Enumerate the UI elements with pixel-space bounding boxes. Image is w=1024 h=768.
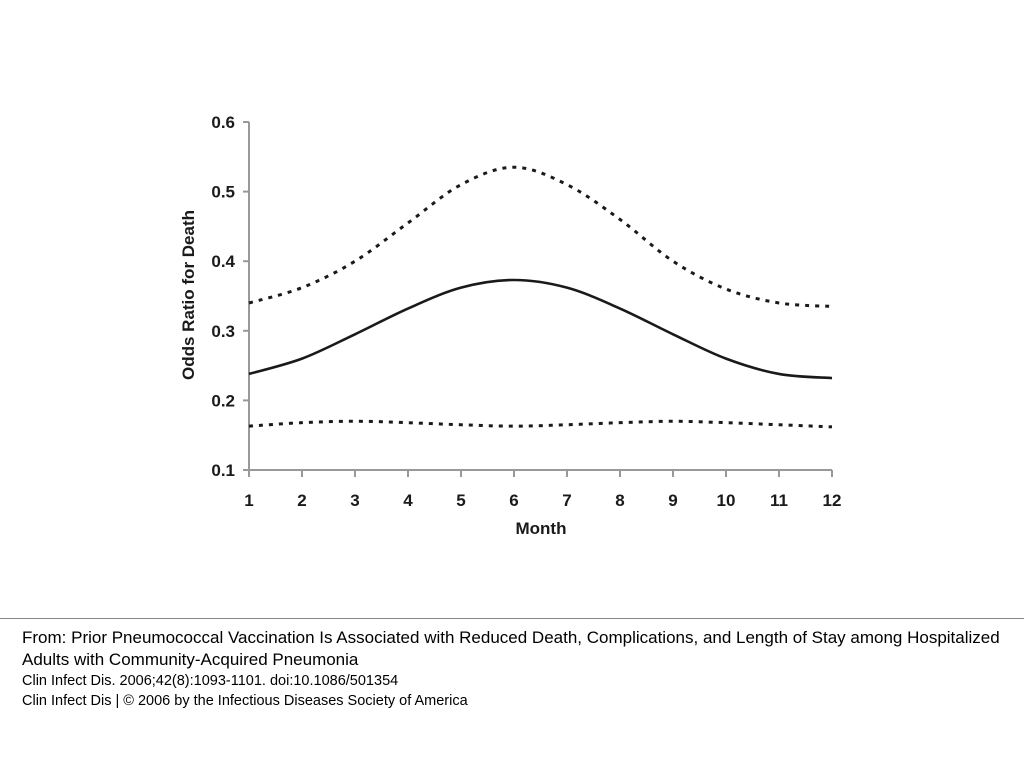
y-tick-label: 0.5 [211, 183, 235, 202]
x-tick-label: 6 [509, 491, 518, 510]
caption-divider [0, 618, 1024, 619]
x-tick-label: 1 [244, 491, 253, 510]
series-line-odds-ratio [248, 278, 833, 380]
x-axis-ticks: 1 2 3 4 5 6 7 8 9 10 11 12 [244, 470, 841, 510]
x-tick-label: 11 [770, 491, 788, 510]
y-tick-label: 0.3 [211, 322, 235, 341]
caption-citation: Clin Infect Dis. 2006;42(8):1093-1101. d… [22, 673, 399, 689]
y-tick-label: 0.6 [211, 113, 235, 132]
y-axis-ticks: 0.1 0.2 0.3 0.4 0.5 0.6 [211, 113, 249, 480]
figure-caption: From: Prior Pneumococcal Vaccination Is … [22, 627, 1012, 711]
y-axis-title: Odds Ratio for Death [179, 210, 198, 380]
chart-series [248, 165, 833, 429]
x-tick-label: 2 [297, 491, 306, 510]
series-line-lower-confidence-bound [248, 419, 833, 429]
series-line-upper-confidence-bound [248, 165, 833, 308]
x-tick-label: 10 [717, 491, 736, 510]
x-tick-label: 4 [403, 491, 413, 510]
caption-source-title: From: Prior Pneumococcal Vaccination Is … [22, 628, 1000, 669]
x-tick-label: 12 [823, 491, 842, 510]
x-tick-label: 8 [615, 491, 624, 510]
x-tick-label: 9 [668, 491, 677, 510]
y-tick-label: 0.4 [211, 252, 235, 271]
x-axis-title: Month [516, 519, 567, 538]
x-tick-label: 3 [350, 491, 359, 510]
y-tick-label: 0.2 [211, 391, 235, 410]
x-tick-label: 7 [562, 491, 571, 510]
chart-axes: 0.10.20.30.40.50.6 1 2 3 4 5 6 7 8 9 10 11 12 [211, 113, 841, 510]
caption-copyright: Clin Infect Dis | © 2006 by the Infectio… [22, 693, 468, 709]
y-tick-label: 0.1 [211, 461, 235, 480]
x-tick-label: 5 [456, 491, 465, 510]
